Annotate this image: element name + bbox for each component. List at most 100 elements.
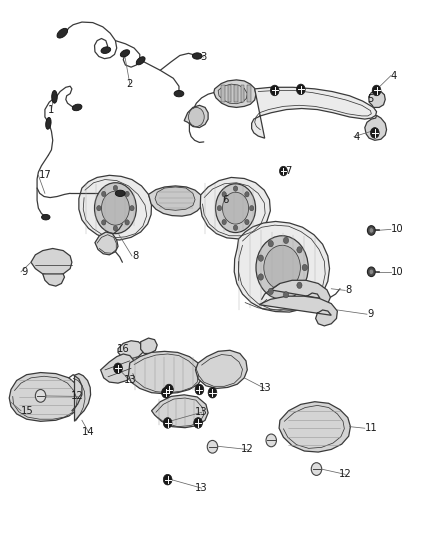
Circle shape (163, 418, 172, 428)
Text: 9: 9 (21, 267, 27, 277)
Polygon shape (252, 87, 377, 138)
Text: 14: 14 (82, 427, 95, 437)
Circle shape (369, 228, 374, 233)
Circle shape (283, 292, 289, 298)
Circle shape (163, 474, 172, 485)
Text: 16: 16 (117, 344, 130, 354)
Circle shape (215, 184, 255, 232)
Text: 13: 13 (124, 375, 136, 385)
Polygon shape (128, 351, 202, 394)
Polygon shape (101, 354, 135, 383)
Circle shape (264, 245, 300, 290)
Text: 8: 8 (132, 251, 138, 261)
Text: 17: 17 (39, 171, 51, 180)
Text: 6: 6 (223, 195, 229, 205)
Text: 7: 7 (286, 166, 292, 176)
Circle shape (258, 255, 263, 261)
Text: 12: 12 (241, 445, 254, 455)
Circle shape (165, 384, 173, 395)
Circle shape (222, 220, 226, 225)
Text: 12: 12 (71, 391, 84, 401)
Text: 4: 4 (354, 132, 360, 142)
Polygon shape (218, 84, 247, 104)
Polygon shape (31, 248, 72, 276)
Circle shape (266, 434, 276, 447)
Polygon shape (184, 106, 208, 127)
Polygon shape (148, 186, 202, 216)
Text: 10: 10 (391, 267, 403, 277)
Polygon shape (95, 232, 118, 255)
Polygon shape (43, 274, 64, 286)
Circle shape (222, 192, 226, 197)
Text: 13: 13 (195, 407, 208, 417)
Circle shape (208, 387, 217, 398)
Circle shape (162, 387, 170, 398)
Circle shape (372, 85, 381, 96)
Text: 4: 4 (391, 70, 397, 80)
Polygon shape (195, 350, 247, 389)
Circle shape (97, 206, 101, 211)
Text: 1: 1 (48, 105, 55, 115)
Polygon shape (79, 175, 152, 240)
Circle shape (245, 220, 249, 225)
Text: 13: 13 (258, 383, 271, 393)
Circle shape (223, 192, 249, 224)
Circle shape (233, 225, 238, 230)
Circle shape (302, 264, 307, 271)
Polygon shape (74, 374, 91, 421)
Polygon shape (241, 85, 244, 102)
Circle shape (113, 185, 117, 191)
Circle shape (245, 192, 249, 197)
Circle shape (125, 220, 129, 225)
Text: 10: 10 (391, 224, 403, 235)
Circle shape (250, 206, 254, 211)
Circle shape (35, 390, 46, 402)
Circle shape (125, 191, 129, 197)
Ellipse shape (174, 91, 184, 97)
Circle shape (207, 440, 218, 453)
Ellipse shape (57, 28, 67, 38)
Polygon shape (365, 115, 387, 140)
Ellipse shape (46, 117, 51, 129)
Polygon shape (270, 280, 330, 309)
Circle shape (297, 84, 305, 95)
Circle shape (102, 191, 129, 225)
Circle shape (95, 183, 136, 233)
Circle shape (311, 463, 322, 475)
Circle shape (194, 418, 202, 428)
Text: 11: 11 (365, 423, 378, 433)
Polygon shape (228, 85, 231, 102)
Circle shape (367, 267, 375, 277)
Circle shape (188, 108, 204, 126)
Ellipse shape (192, 53, 202, 59)
Ellipse shape (115, 190, 125, 197)
Text: 9: 9 (367, 309, 373, 319)
Polygon shape (118, 341, 143, 359)
Circle shape (297, 282, 302, 288)
Polygon shape (259, 296, 337, 326)
Circle shape (369, 269, 374, 274)
Polygon shape (234, 221, 329, 312)
Circle shape (102, 220, 106, 225)
Text: 8: 8 (345, 285, 351, 295)
Polygon shape (152, 395, 208, 427)
Polygon shape (279, 402, 350, 452)
Polygon shape (200, 177, 270, 239)
Polygon shape (221, 85, 225, 102)
Polygon shape (234, 85, 238, 102)
Polygon shape (247, 85, 251, 102)
Circle shape (297, 247, 302, 253)
Circle shape (268, 288, 273, 295)
Text: 2: 2 (127, 78, 133, 88)
Polygon shape (141, 338, 157, 353)
Ellipse shape (52, 91, 57, 103)
Text: 12: 12 (339, 470, 352, 479)
Text: 13: 13 (195, 483, 208, 493)
Circle shape (270, 85, 279, 96)
Circle shape (233, 186, 238, 191)
Ellipse shape (120, 50, 130, 57)
Circle shape (268, 240, 273, 247)
Polygon shape (214, 80, 256, 108)
Circle shape (279, 166, 287, 176)
Circle shape (256, 236, 308, 300)
